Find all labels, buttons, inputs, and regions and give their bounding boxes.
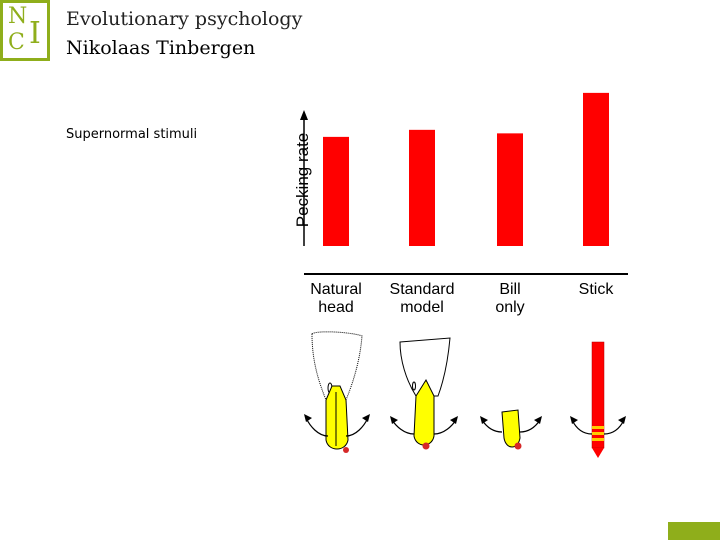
page-subtitle: Nikolaas Tinbergen: [66, 37, 256, 59]
pecking-rate-chart: Pecking rate Natural head Standard model Bil…: [293, 92, 628, 458]
slide-caption: Supernormal stimuli: [66, 127, 198, 142]
bar-2: [497, 133, 523, 246]
natural-head-illustration: [304, 331, 370, 453]
bar-0: [323, 136, 349, 246]
logo-letter-c: C: [8, 30, 25, 55]
standard-model-illustration: [390, 337, 458, 450]
y-axis-label: Pecking rate: [293, 133, 312, 228]
bars-group: [323, 92, 609, 246]
logo-letter-n: N: [8, 4, 28, 29]
x-tick-label-1: Standard model: [390, 281, 455, 316]
logo: N C I: [0, 0, 50, 61]
y-axis-arrowhead: [300, 110, 308, 120]
stick-illustration: [570, 341, 626, 458]
x-tick-label-0: Natural head: [310, 281, 362, 316]
x-tick-labels: Natural head Standard model Bill only Stick: [310, 281, 614, 316]
logo-inner: N C I: [3, 3, 47, 58]
x-tick-label-2: Bill only: [495, 281, 524, 316]
corner-accent: [668, 522, 720, 540]
bill-only-illustration: [480, 409, 542, 450]
page-title: Evolutionary psychology: [66, 8, 303, 30]
bar-3: [583, 92, 609, 246]
bar-1: [409, 129, 435, 246]
x-tick-label-3: Stick: [579, 281, 615, 298]
logo-letter-i: I: [29, 16, 41, 51]
